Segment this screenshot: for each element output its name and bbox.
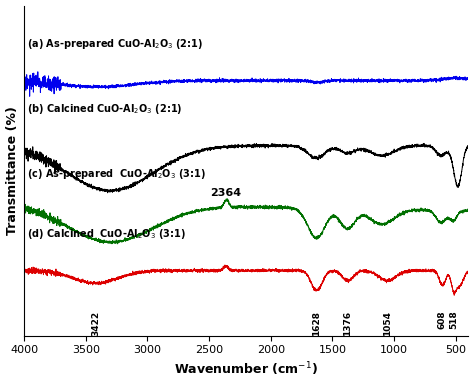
Text: 1376: 1376: [343, 311, 352, 336]
Text: 1628: 1628: [312, 311, 321, 336]
Text: (d) Calcined  CuO-Al$_2$O$_3$ (3:1): (d) Calcined CuO-Al$_2$O$_3$ (3:1): [27, 227, 185, 240]
Y-axis label: Transmittance (%): Transmittance (%): [6, 106, 18, 235]
Text: 518: 518: [449, 311, 458, 329]
Text: 608: 608: [438, 311, 447, 329]
Text: (c) As-prepared  CuO-Al$_2$O$_3$ (3:1): (c) As-prepared CuO-Al$_2$O$_3$ (3:1): [27, 167, 205, 180]
Text: 2364: 2364: [210, 188, 241, 198]
Text: (b) Calcined CuO-Al$_2$O$_3$ (2:1): (b) Calcined CuO-Al$_2$O$_3$ (2:1): [27, 101, 182, 116]
X-axis label: Wavenumber (cm$^{-1}$): Wavenumber (cm$^{-1}$): [174, 361, 318, 379]
Text: 1054: 1054: [383, 311, 392, 336]
Text: 3422: 3422: [91, 311, 100, 336]
Text: (a) As-prepared CuO-Al$_2$O$_3$ (2:1): (a) As-prepared CuO-Al$_2$O$_3$ (2:1): [27, 36, 203, 51]
